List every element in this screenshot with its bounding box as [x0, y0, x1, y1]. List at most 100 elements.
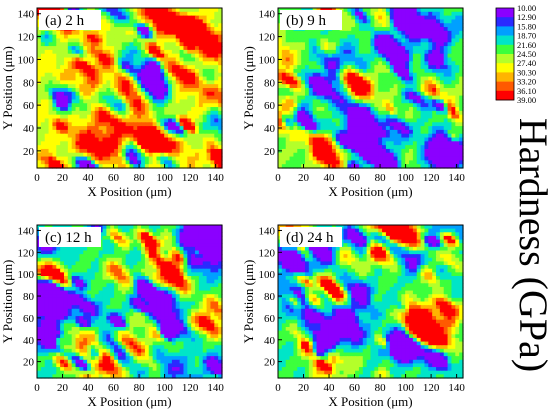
field-cell: [60, 114, 65, 120]
field-cell: [214, 243, 219, 248]
field-cell: [382, 99, 387, 104]
x-tick-label: 100: [156, 172, 173, 184]
field-cell: [339, 114, 345, 120]
field-cell: [210, 126, 215, 131]
field-cell: [412, 156, 418, 161]
field-cell: [198, 148, 204, 154]
field-cell: [281, 141, 287, 146]
field-cell: [312, 72, 318, 78]
field-cell: [362, 57, 368, 62]
field-cell: [451, 141, 456, 146]
field-cell: [420, 99, 426, 104]
field-cell: [79, 57, 84, 62]
field-cell: [278, 152, 283, 158]
field-cell: [206, 250, 212, 255]
field-cell: [79, 286, 84, 292]
field-cell: [106, 57, 111, 62]
field-cell: [382, 164, 387, 169]
field-cell: [370, 103, 375, 108]
field-cell: [48, 268, 54, 273]
field-cell: [451, 103, 456, 108]
field-cell: [281, 114, 287, 120]
field-cell: [428, 15, 433, 21]
field-cell: [202, 235, 208, 241]
field-cell: [121, 257, 127, 263]
field-cell: [98, 156, 104, 161]
field-cell: [102, 34, 107, 40]
field-cell: [117, 126, 123, 131]
field-cell: [343, 38, 348, 43]
field-cell: [160, 126, 165, 131]
field-cell: [347, 126, 352, 131]
field-cell: [382, 27, 387, 32]
field-cell: [218, 283, 223, 288]
field-cell: [187, 129, 192, 135]
field-cell: [110, 283, 115, 288]
field-cell: [278, 122, 283, 127]
field-cell: [164, 99, 169, 104]
field-cell: [144, 239, 150, 244]
field-cell: [293, 76, 298, 81]
field-cell: [168, 107, 173, 112]
field-cell: [160, 286, 165, 292]
field-cell: [289, 129, 295, 135]
field-cell: [459, 145, 464, 150]
field-cell: [52, 129, 57, 135]
field-cell: [141, 53, 146, 59]
field-cell: [164, 232, 169, 237]
field-cell: [370, 126, 375, 131]
field-cell: [331, 99, 337, 104]
field-cell: [312, 156, 318, 161]
field-cell: [281, 65, 287, 70]
field-cell: [102, 19, 107, 24]
field-cell: [60, 99, 65, 104]
field-cell: [393, 11, 399, 17]
field-cell: [110, 15, 115, 21]
field-cell: [393, 156, 399, 161]
field-cell: [160, 272, 165, 277]
field-cell: [110, 126, 115, 131]
field-cell: [202, 76, 208, 81]
field-cell: [304, 72, 310, 78]
field-cell: [374, 38, 379, 43]
field-cell: [179, 114, 185, 120]
field-cell: [339, 137, 345, 142]
field-cell: [40, 283, 46, 288]
field-cell: [117, 261, 123, 266]
field-cell: [198, 61, 204, 66]
field-cell: [60, 254, 65, 259]
field-cell: [397, 103, 402, 108]
field-cell: [164, 110, 169, 116]
y-tick-label: 140: [259, 9, 276, 21]
field-cell: [206, 228, 212, 233]
field-cell: [179, 72, 185, 78]
field-cell: [385, 84, 391, 89]
field-cell: [133, 145, 138, 150]
field-cell: [79, 30, 84, 36]
field-cell: [187, 99, 192, 104]
field-cell: [285, 91, 291, 97]
field-cell: [281, 42, 287, 47]
field-cell: [405, 15, 410, 21]
field-cell: [56, 160, 61, 165]
field-cell: [409, 141, 414, 146]
field-cell: [420, 23, 426, 28]
field-cell: [71, 61, 77, 66]
field-cell: [121, 129, 127, 135]
field-cell: [378, 72, 383, 78]
field-cell: [358, 65, 364, 70]
field-cell: [79, 279, 84, 284]
field-cell: [202, 129, 208, 135]
field-cell: [179, 160, 185, 165]
field-cell: [129, 99, 134, 104]
field-cell: [436, 122, 441, 127]
field-cell: [412, 84, 418, 89]
field-cell: [218, 286, 223, 292]
field-cell: [164, 19, 169, 24]
field-cell: [125, 137, 131, 142]
field-cell: [218, 265, 223, 270]
field-cell: [37, 286, 42, 292]
field-cell: [362, 88, 368, 93]
field-cell: [389, 137, 395, 142]
field-cell: [335, 68, 341, 74]
